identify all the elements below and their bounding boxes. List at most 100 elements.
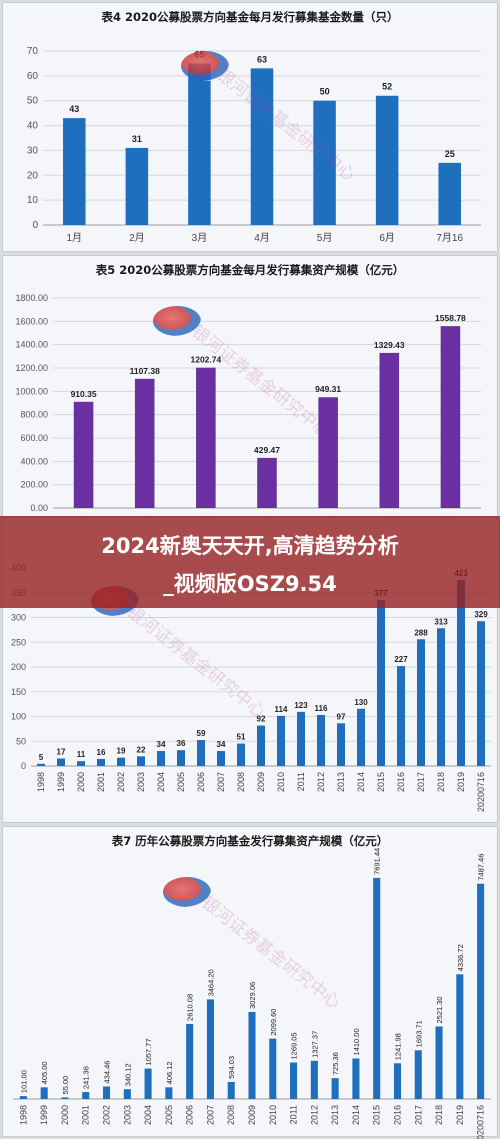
x-tick-label: 20200716 xyxy=(476,772,486,812)
bar xyxy=(19,1096,27,1099)
bar xyxy=(97,758,105,766)
bar xyxy=(290,1062,298,1099)
value-label: 92 xyxy=(257,715,266,724)
value-label: 241.36 xyxy=(82,1066,91,1089)
x-tick-label: 2013 xyxy=(330,1105,340,1125)
y-tick-label: 250 xyxy=(11,637,26,647)
bar xyxy=(257,457,277,508)
x-tick-label: 2006 xyxy=(196,772,206,792)
bar xyxy=(331,1078,339,1099)
bar xyxy=(313,100,336,225)
bar xyxy=(197,740,205,766)
bar xyxy=(102,1086,111,1099)
bar xyxy=(456,974,464,1099)
value-label: 123 xyxy=(294,701,308,710)
bar xyxy=(435,1026,443,1099)
y-tick-label: 1400.00 xyxy=(15,340,48,350)
value-label: 25 xyxy=(445,149,455,159)
value-label: 1057.77 xyxy=(144,1038,153,1065)
y-tick-label: 50 xyxy=(27,96,39,107)
x-tick-label: 2008 xyxy=(236,772,246,792)
value-label: 329 xyxy=(474,610,488,619)
bar xyxy=(186,1023,194,1099)
value-label: 36 xyxy=(177,739,186,748)
x-tick-label: 2001 xyxy=(96,772,106,792)
x-tick-label: 2002 xyxy=(116,772,126,792)
x-tick-label: 2000 xyxy=(76,772,86,792)
y-tick-label: 200.00 xyxy=(20,480,48,490)
value-label: 1693.71 xyxy=(414,1020,423,1047)
bar xyxy=(277,715,285,766)
bar xyxy=(40,1087,48,1099)
bar xyxy=(310,1060,318,1099)
chart-title: 表4 2020公募股票方向基金每月发行募集基金数量（只） xyxy=(101,10,399,24)
bar xyxy=(373,877,381,1099)
x-tick-label: 2010 xyxy=(268,1105,278,1125)
bar xyxy=(379,352,400,508)
chart-svg: 010203040506070431月312月653月634月505月526月2… xyxy=(27,46,481,244)
x-tick-label: 2016 xyxy=(392,1105,402,1125)
x-tick-label: 2011 xyxy=(296,772,306,791)
y-tick-label: 400.00 xyxy=(20,456,48,466)
bar xyxy=(73,401,94,508)
x-tick-label: 2005 xyxy=(176,772,186,792)
value-label: 11 xyxy=(77,750,86,759)
y-tick-label: 0 xyxy=(21,761,26,771)
y-tick-label: 60 xyxy=(27,71,39,82)
y-tick-label: 1000.00 xyxy=(15,386,48,396)
bar xyxy=(375,95,399,225)
value-label: 1410.00 xyxy=(352,1028,361,1055)
value-label: 51 xyxy=(237,733,246,742)
value-label: 5 xyxy=(39,753,44,762)
bar xyxy=(250,68,274,226)
value-label: 434.46 xyxy=(103,1061,112,1084)
bar xyxy=(477,621,485,766)
bar xyxy=(417,639,425,766)
value-label: 910.35 xyxy=(71,389,97,399)
value-label: 2610.08 xyxy=(186,994,195,1021)
value-label: 7487.46 xyxy=(477,854,486,881)
y-tick-label: 1800.00 xyxy=(15,293,48,303)
value-label: 288 xyxy=(414,628,428,637)
bar xyxy=(317,714,325,766)
x-tick-label: 2002 xyxy=(102,1105,112,1125)
x-tick-label: 2013 xyxy=(336,772,346,792)
y-tick-label: 600.00 xyxy=(20,433,48,443)
value-label: 1269.05 xyxy=(290,1032,299,1059)
value-label: 227 xyxy=(394,655,408,664)
bar xyxy=(337,723,345,766)
x-tick-label: 2012 xyxy=(309,1105,319,1125)
x-tick-label: 4月 xyxy=(254,232,270,244)
x-tick-label: 2019 xyxy=(455,1105,465,1125)
bar xyxy=(206,999,214,1099)
x-tick-label: 1999 xyxy=(56,772,66,792)
value-label: 725.36 xyxy=(331,1052,340,1075)
bar xyxy=(61,1097,69,1099)
value-label: 34 xyxy=(217,740,226,749)
value-label: 313 xyxy=(434,617,448,626)
bar xyxy=(437,628,445,766)
x-tick-label: 2014 xyxy=(356,772,366,792)
bar xyxy=(414,1050,422,1099)
x-tick-label: 2012 xyxy=(316,772,326,792)
bar xyxy=(63,118,86,225)
value-label: 52 xyxy=(382,82,392,92)
x-tick-label: 2004 xyxy=(156,772,166,792)
value-label: 16 xyxy=(97,748,106,757)
bar xyxy=(269,1038,277,1099)
x-tick-label: 2019 xyxy=(456,772,466,792)
value-label: 406.12 xyxy=(165,1061,174,1084)
x-tick-label: 2007 xyxy=(216,772,226,792)
x-tick-label: 2004 xyxy=(143,1105,153,1125)
value-label: 43 xyxy=(69,104,79,114)
chart-title: 表5 2020公募股票方向基金每月发行募集资产规模（亿元） xyxy=(95,263,405,277)
x-tick-label: 2015 xyxy=(372,1105,382,1125)
value-label: 405.00 xyxy=(40,1061,49,1084)
bar xyxy=(188,63,211,225)
logo-icon xyxy=(181,51,229,81)
chart-svg: 101.00 1998 405.00 1999 55.00 2000 241.36 2001 4… xyxy=(13,848,491,1139)
caption-overlay: 2024新奥天天开,高清趋势分析 _视频版OSZ9.54 xyxy=(0,516,500,608)
y-tick-label: 10 xyxy=(27,195,39,206)
value-label: 114 xyxy=(275,705,288,714)
bar xyxy=(297,711,305,766)
